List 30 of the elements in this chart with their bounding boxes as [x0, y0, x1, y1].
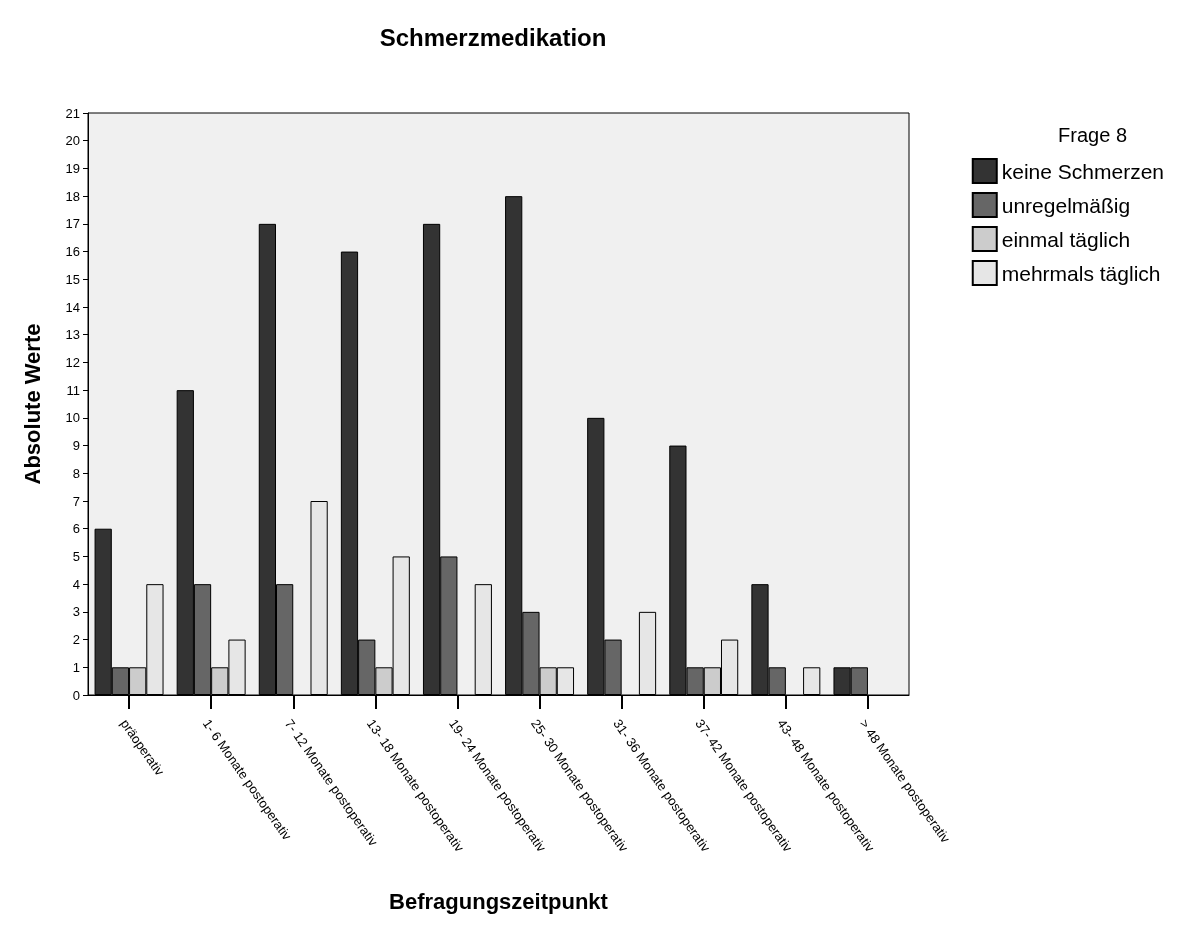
- legend-label: mehrmals täglich: [1001, 261, 1161, 285]
- y-tick-label: 14: [65, 299, 80, 315]
- legend-title: Frage 8: [1058, 124, 1128, 146]
- y-tick-label: 20: [65, 133, 80, 149]
- chart-title: Schmerzmedikation: [379, 23, 607, 51]
- y-tick-label: 15: [65, 271, 80, 287]
- y-axis-title: Absolute Werte: [19, 323, 45, 485]
- y-tick-label: 10: [65, 410, 80, 426]
- y-tick-label: 9: [72, 438, 80, 454]
- legend-label: einmal täglich: [1001, 227, 1131, 251]
- y-tick-label: 0: [72, 687, 80, 703]
- y-tick-label: 19: [65, 160, 80, 176]
- y-tick-label: 5: [72, 548, 80, 564]
- y-tick-label: 16: [65, 244, 80, 260]
- y-tick-label: 21: [65, 105, 80, 121]
- legend-label: keine Schmerzen: [1001, 159, 1164, 183]
- legend-label: unregelmäßig: [1001, 193, 1131, 217]
- y-tick-label: 3: [72, 604, 80, 620]
- y-tick-label: 7: [72, 493, 80, 509]
- y-tick-label: 12: [65, 354, 80, 370]
- y-tick-label: 6: [72, 521, 80, 537]
- y-tick-label: 17: [65, 216, 80, 232]
- y-tick-label: 18: [65, 188, 80, 204]
- y-tick-label: 8: [72, 465, 80, 481]
- y-tick-label: 13: [65, 327, 80, 343]
- y-tick-label: 1: [72, 659, 80, 675]
- x-axis-title: Befragungszeitpunkt: [389, 888, 609, 914]
- y-tick-label: 11: [66, 382, 80, 398]
- y-tick-label: 4: [72, 576, 80, 592]
- y-tick-label: 2: [72, 632, 80, 648]
